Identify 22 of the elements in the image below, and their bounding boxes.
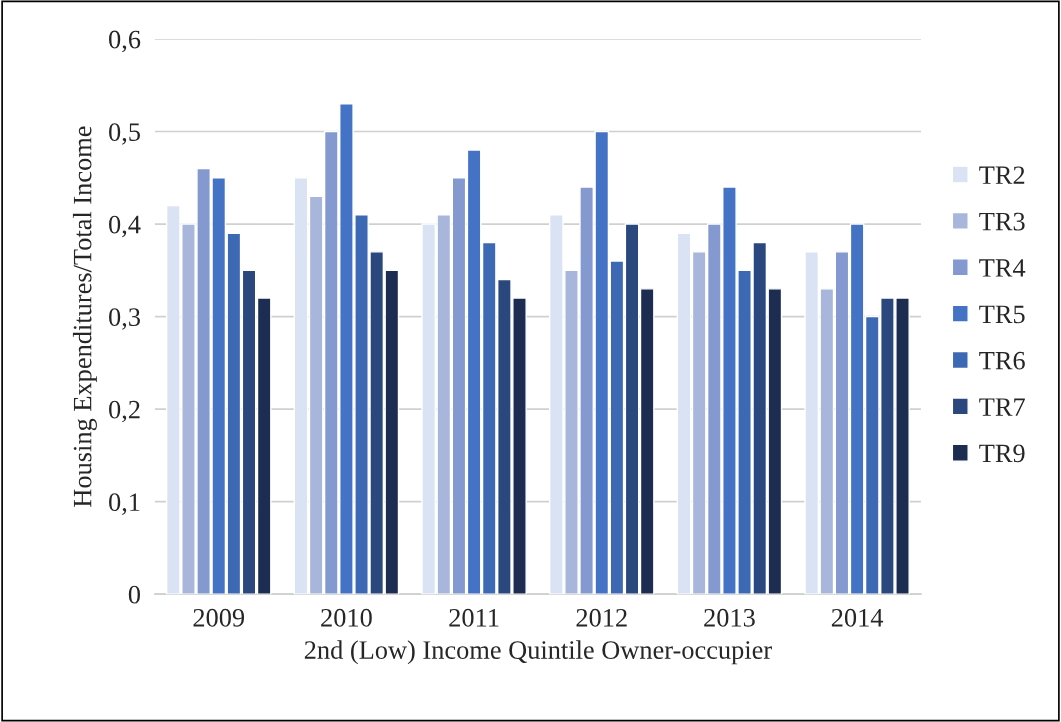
x-tick-label: 2009 — [193, 608, 245, 627]
x-tick-label: 2012 — [576, 608, 627, 627]
legend-label: TR6 — [979, 351, 1025, 370]
x-tick-label: 2011 — [449, 608, 499, 627]
legend-label: TR5 — [979, 305, 1025, 324]
x-tick-label: 2010 — [321, 608, 372, 627]
x-tick-label: 2013 — [704, 608, 755, 627]
y-tick-label: 0,1 — [109, 493, 140, 515]
y-tick-label: 0,6 — [109, 30, 141, 53]
y-axis-title: Housing Expenditures/Total Income — [72, 126, 97, 507]
y-tick-label: 0,4 — [109, 215, 141, 238]
legend-label: TR7 — [979, 398, 1025, 416]
legend-label: TR9 — [979, 444, 1025, 463]
legend-label: TR3 — [979, 212, 1025, 231]
y-tick-label: 0,2 — [109, 400, 140, 423]
legend-label: TR4 — [979, 259, 1026, 277]
y-tick-label: 0,3 — [109, 308, 140, 330]
y-tick-label: 0,5 — [109, 123, 140, 145]
legend-label: TR2 — [979, 166, 1025, 184]
x-tick-label: 2014 — [831, 608, 884, 627]
x-axis-title: 2nd (Low) Income Quintile Owner-occupier — [304, 640, 772, 665]
y-tick-label: 0 — [128, 585, 141, 604]
